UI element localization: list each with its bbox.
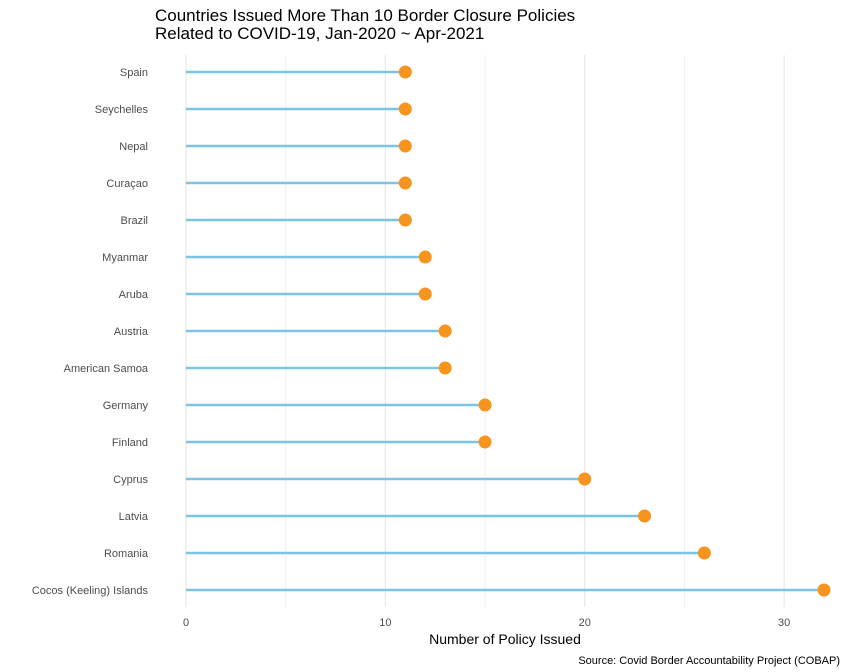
data-point xyxy=(438,361,452,375)
data-point xyxy=(398,176,412,190)
y-tick-label: Austria xyxy=(114,326,149,338)
y-tick-label: Nepal xyxy=(119,141,148,153)
data-point xyxy=(817,583,831,597)
x-tick-label: 30 xyxy=(778,617,790,629)
data-point xyxy=(398,65,412,79)
data-point xyxy=(697,546,711,560)
y-tick-label: Seychelles xyxy=(95,104,149,116)
y-tick-label: Curaçao xyxy=(106,178,148,190)
y-tick-label: American Samoa xyxy=(64,363,149,375)
data-point xyxy=(398,139,412,153)
y-tick-label: Germany xyxy=(103,400,149,412)
y-tick-label: Brazil xyxy=(120,215,148,227)
caption: Source: Covid Border Accountability Proj… xyxy=(578,655,840,667)
y-tick-labels: Spain Seychelles Nepal Curaçao Brazil Myanmar… xyxy=(32,67,149,597)
y-tick-label: Aruba xyxy=(119,289,149,301)
x-axis-label: Number of Policy Issued xyxy=(429,631,581,647)
y-tick-label: Myanmar xyxy=(102,252,148,264)
data-point xyxy=(638,509,652,523)
x-tick-label: 10 xyxy=(379,617,391,629)
chart-title-line-2: Related to COVID-19, Jan-2020 ~ Apr-2021 xyxy=(155,24,484,43)
x-tick-label: 0 xyxy=(183,617,189,629)
y-tick-label: Latvia xyxy=(119,511,149,523)
data-point xyxy=(418,287,432,301)
y-tick-label: Cyprus xyxy=(113,474,148,486)
data-point xyxy=(438,324,452,338)
y-tick-label: Cocos (Keeling) Islands xyxy=(32,585,149,597)
data-point xyxy=(418,250,432,264)
y-tick-label: Finland xyxy=(112,437,148,449)
chart-title-line-1: Countries Issued More Than 10 Border Clo… xyxy=(155,6,575,25)
data-point xyxy=(478,398,492,412)
data-point xyxy=(578,472,592,486)
data-point xyxy=(398,213,412,227)
x-tick-label: 20 xyxy=(579,617,591,629)
y-tick-label: Romania xyxy=(104,548,149,560)
data-point xyxy=(478,435,492,449)
y-tick-label: Spain xyxy=(120,67,148,79)
stems xyxy=(186,70,824,592)
points xyxy=(398,65,831,597)
data-point xyxy=(398,102,412,116)
x-tick-labels: 0 10 20 30 xyxy=(183,617,790,629)
